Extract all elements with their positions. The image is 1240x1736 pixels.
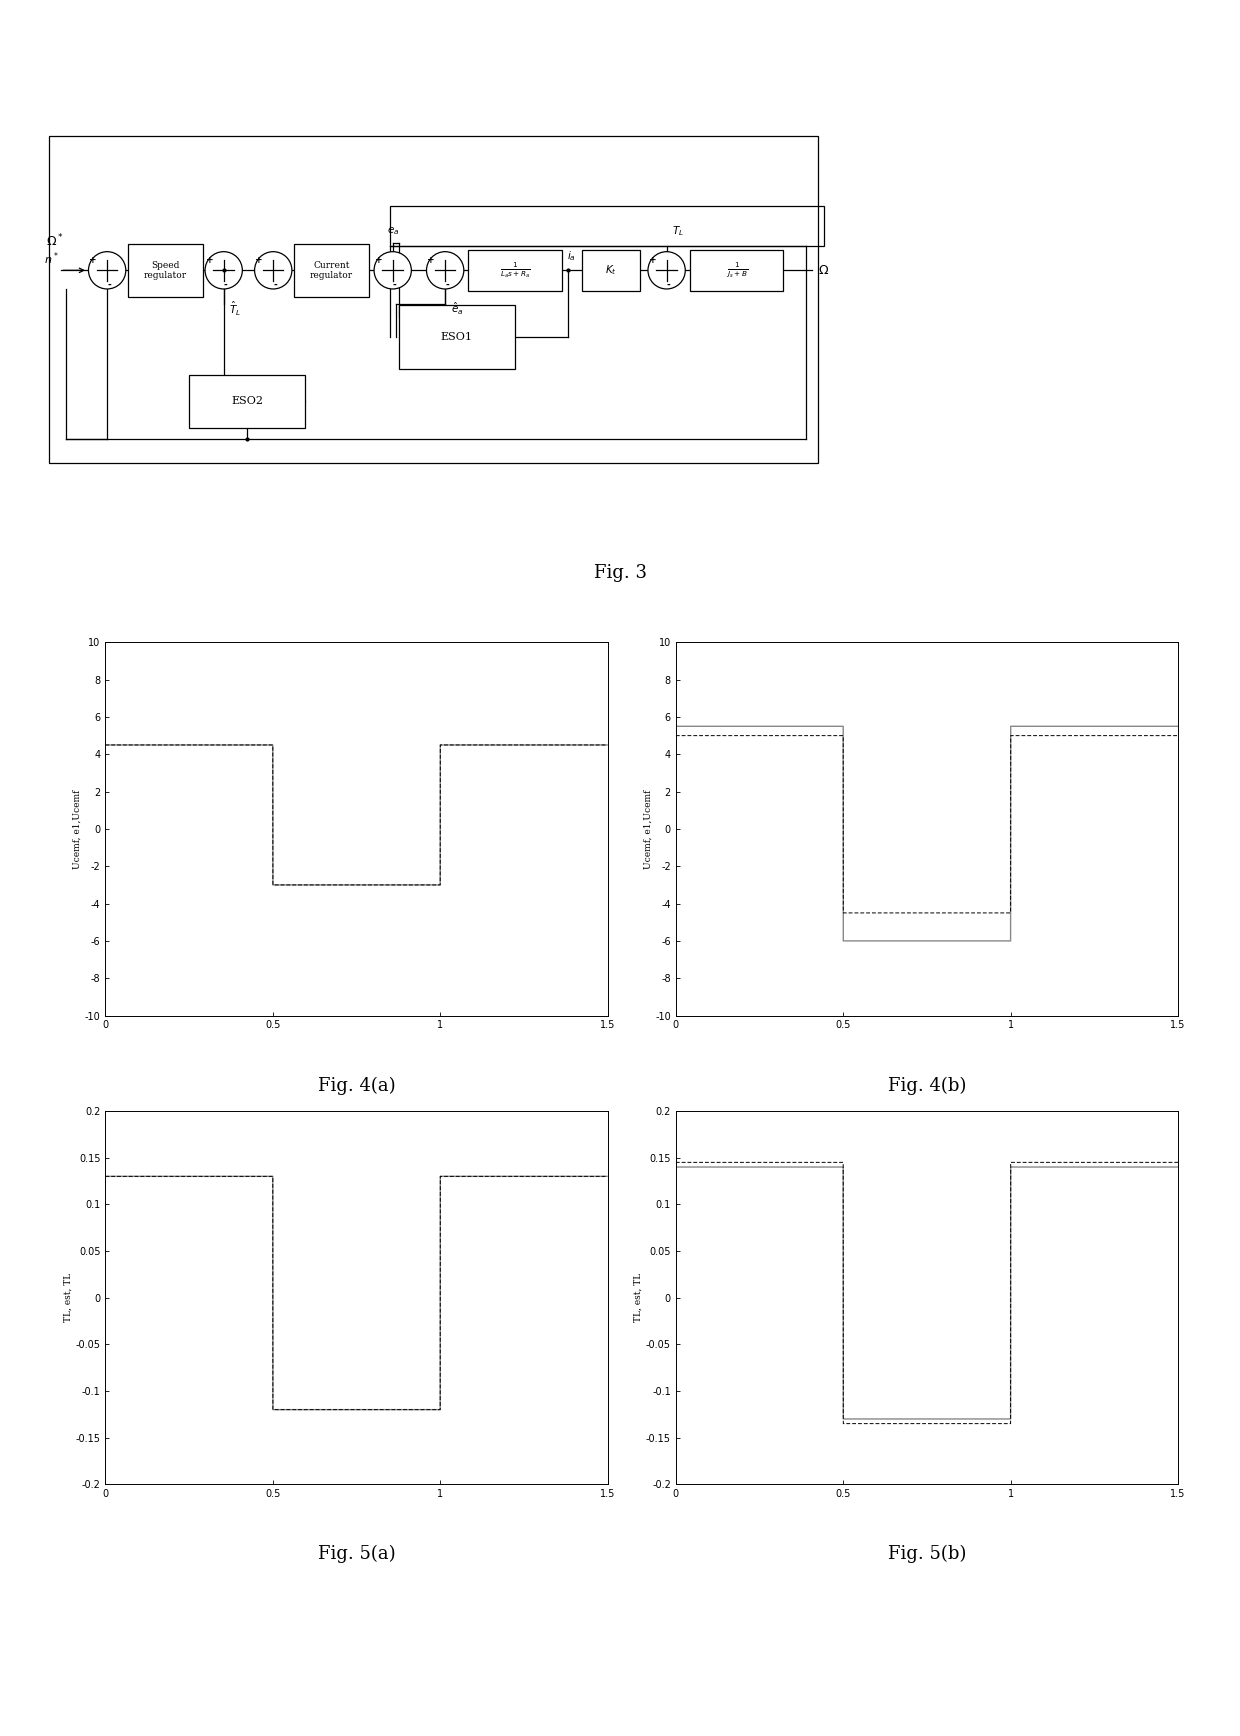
Text: Fig. 4(a): Fig. 4(a)	[317, 1076, 396, 1095]
Bar	[294, 245, 370, 297]
Text: Fig. 5(a): Fig. 5(a)	[317, 1545, 396, 1564]
Bar	[582, 250, 640, 290]
Text: Current
regulator: Current regulator	[310, 260, 353, 279]
Text: $T_L$: $T_L$	[672, 224, 684, 238]
Text: +: +	[649, 255, 656, 264]
Text: -: -	[393, 279, 397, 288]
Text: $K_t$: $K_t$	[605, 264, 618, 278]
Text: -: -	[223, 279, 227, 288]
Text: $e_a$: $e_a$	[387, 226, 399, 238]
Circle shape	[88, 252, 125, 288]
Bar	[188, 375, 305, 427]
Text: Fig. 5(b): Fig. 5(b)	[888, 1545, 966, 1564]
Text: -: -	[667, 279, 671, 288]
Y-axis label: TL, est, TL: TL, est, TL	[63, 1272, 73, 1323]
Text: $i_a$: $i_a$	[568, 248, 577, 262]
Circle shape	[649, 252, 686, 288]
Y-axis label: TL, est, TL: TL, est, TL	[634, 1272, 644, 1323]
Text: Speed
regulator: Speed regulator	[144, 260, 187, 279]
Text: ESO2: ESO2	[231, 396, 263, 406]
Circle shape	[254, 252, 291, 288]
Text: $n^*$: $n^*$	[45, 250, 60, 267]
Text: -: -	[107, 279, 110, 288]
Text: $\Omega$: $\Omega$	[818, 264, 830, 276]
Text: Fig. 4(b): Fig. 4(b)	[888, 1076, 966, 1095]
Text: $\hat{T}_L$: $\hat{T}_L$	[229, 300, 242, 318]
Text: +: +	[428, 255, 435, 264]
Bar	[389, 207, 823, 247]
Text: +: +	[374, 255, 382, 264]
Text: Fig. 3: Fig. 3	[594, 564, 646, 582]
Text: +: +	[255, 255, 263, 264]
Text: +: +	[89, 255, 97, 264]
Circle shape	[427, 252, 464, 288]
Y-axis label: Ucemf, e1,Ucemf: Ucemf, e1,Ucemf	[644, 790, 652, 868]
Bar	[689, 250, 784, 290]
Bar	[48, 135, 818, 462]
Text: $\frac{1}{L_a s+R_a}$: $\frac{1}{L_a s+R_a}$	[500, 260, 531, 279]
Text: ESO1: ESO1	[440, 332, 472, 342]
Y-axis label: Ucemf, e1,Ucemf: Ucemf, e1,Ucemf	[73, 790, 82, 868]
Text: $\frac{1}{J_s+B}$: $\frac{1}{J_s+B}$	[725, 260, 748, 279]
Text: -: -	[445, 279, 449, 288]
Bar	[398, 306, 515, 370]
Bar	[469, 250, 562, 290]
Text: +: +	[206, 255, 213, 264]
Bar	[128, 245, 203, 297]
Text: $\Omega^*$: $\Omega^*$	[46, 233, 63, 250]
Circle shape	[374, 252, 412, 288]
Circle shape	[205, 252, 242, 288]
Text: -: -	[273, 279, 277, 288]
Text: $\hat{e}_a$: $\hat{e}_a$	[450, 302, 463, 318]
